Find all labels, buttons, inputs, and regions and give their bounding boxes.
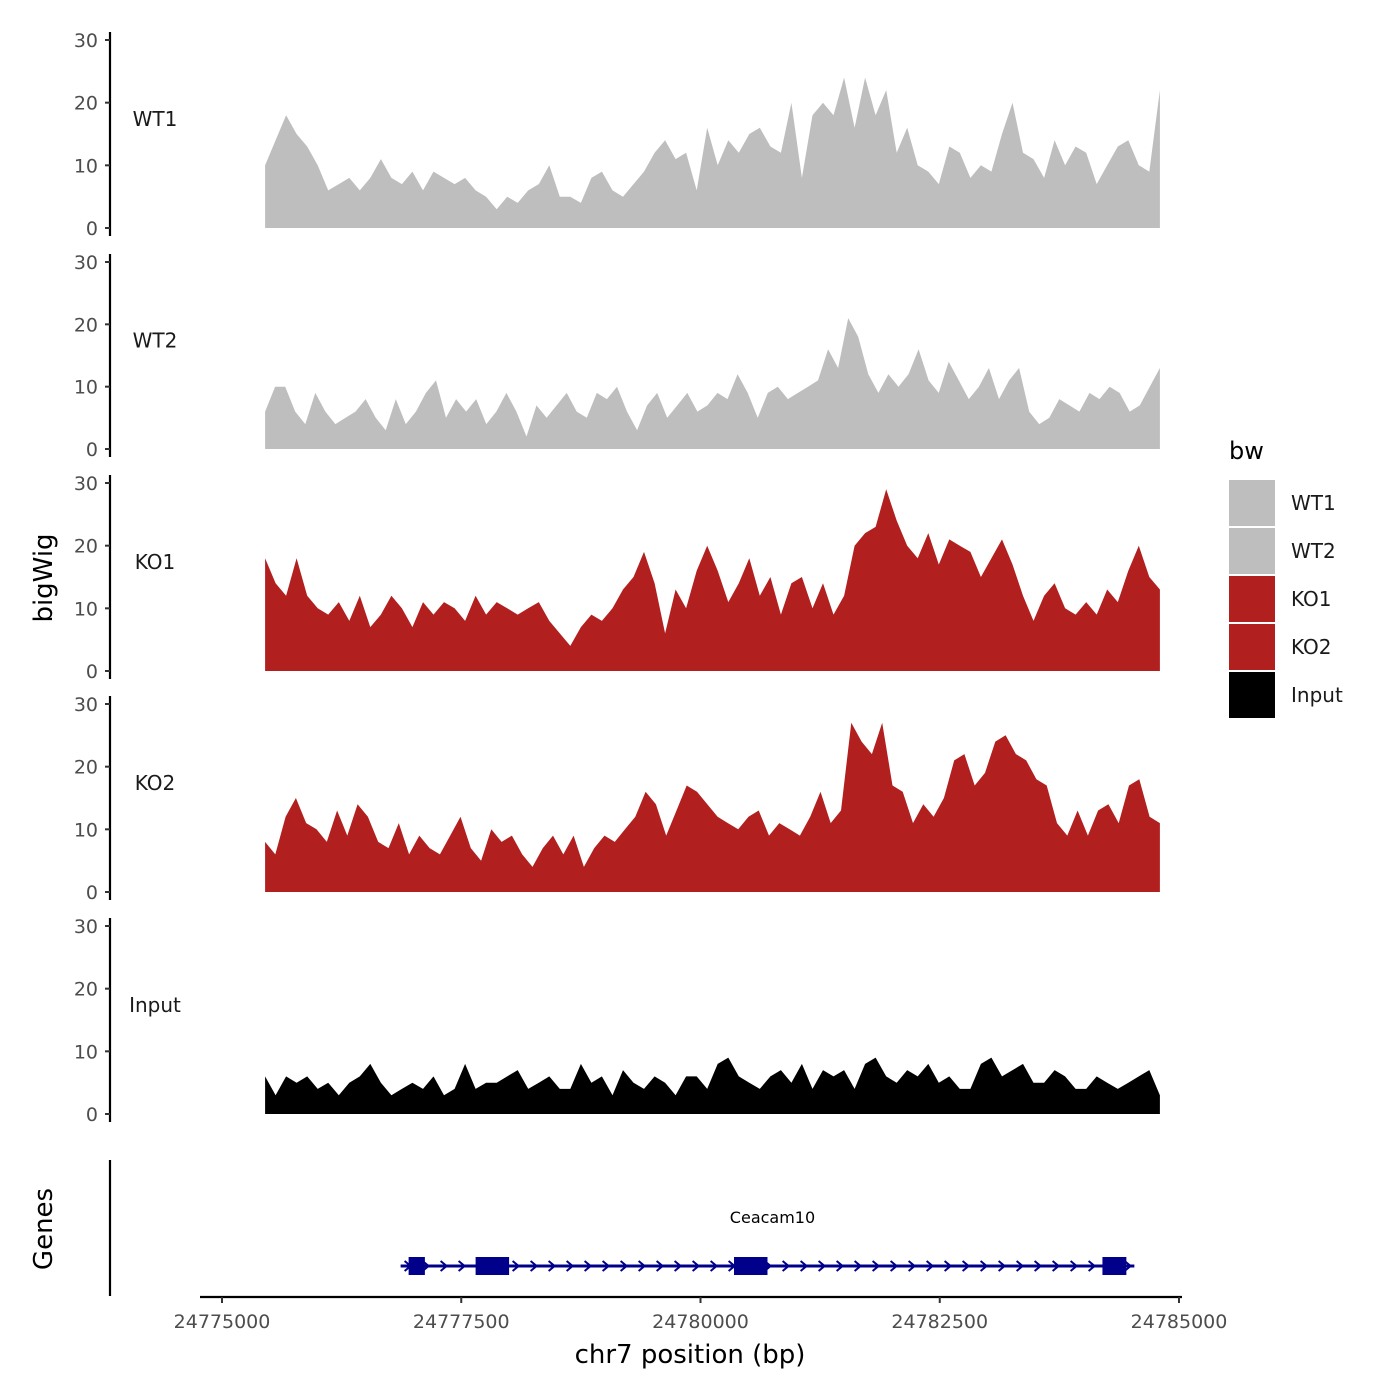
x-axis: 24775000 24777500 24780000 24782500 24785000 — [174, 1295, 1228, 1333]
legend-label-input: Input — [1291, 683, 1343, 707]
x-axis-title: chr7 position (bp) — [575, 1340, 806, 1370]
y-tick-label: 30 — [74, 694, 98, 716]
legend-label-wt1: WT1 — [1291, 491, 1336, 515]
strand-arrow — [1051, 1260, 1061, 1272]
track-label: WT1 — [133, 107, 178, 131]
area-wt1 — [265, 77, 1160, 228]
strand-arrow — [961, 1260, 971, 1272]
gene-exon — [733, 1257, 768, 1275]
gene-exon — [475, 1257, 510, 1275]
strand-arrow — [457, 1260, 467, 1272]
x-tick-label: 24777500 — [413, 1311, 510, 1333]
legend-key-ko1 — [1229, 576, 1275, 622]
legend-key-wt2 — [1229, 528, 1275, 574]
legend-label-wt2: WT2 — [1291, 539, 1336, 563]
legend-key-wt1 — [1229, 480, 1275, 526]
area-input — [265, 1057, 1160, 1114]
y-axis-title: bigWig — [29, 533, 59, 622]
track-ko2: 0 10 20 30 KO2 — [74, 694, 1160, 904]
track-label: WT2 — [133, 329, 178, 353]
strand-arrow — [637, 1260, 647, 1272]
strand-arrow — [1033, 1260, 1043, 1272]
track-wt2: 0 10 20 30 WT2 — [74, 252, 1160, 461]
legend: bw WT1 WT2 KO1 KO2 Input — [1229, 437, 1343, 718]
legend-key-input — [1229, 672, 1275, 718]
y-tick-label: 0 — [86, 439, 98, 461]
gene-exon — [408, 1257, 425, 1275]
y-tick-label: 20 — [74, 314, 98, 336]
y-tick-label: 20 — [74, 536, 98, 558]
track-label: KO1 — [135, 550, 176, 574]
y-tick-label: 30 — [74, 473, 98, 495]
legend-key-ko2 — [1229, 624, 1275, 670]
x-tick-label: 24785000 — [1131, 1311, 1228, 1333]
strand-arrow — [565, 1260, 575, 1272]
strand-arrow — [547, 1260, 557, 1272]
y-tick-label: 10 — [74, 1041, 98, 1063]
strand-arrow — [889, 1260, 899, 1272]
y-tick-label: 10 — [74, 155, 98, 177]
y-tick-label: 20 — [74, 979, 98, 1001]
y-tick-label: 30 — [74, 30, 98, 52]
strand-arrow — [817, 1260, 827, 1272]
strand-arrow — [997, 1260, 1007, 1272]
bigwig-tracks: 0 10 20 30 WT1 0 10 20 30 WT2 0 10 20 30 KO1 0 10 20 30 KO2… — [74, 30, 1160, 1126]
strand-arrow — [619, 1260, 629, 1272]
legend-label-ko2: KO2 — [1291, 635, 1332, 659]
strand-arrow — [871, 1260, 881, 1272]
strand-arrow — [1123, 1260, 1133, 1272]
strand-arrow — [1069, 1260, 1079, 1272]
track-wt1: 0 10 20 30 WT1 — [74, 30, 1160, 240]
gene-panel: Ceacam10 — [108, 1160, 1135, 1296]
y-tick-label: 10 — [74, 377, 98, 399]
strand-arrow — [1087, 1260, 1097, 1272]
strand-arrow — [943, 1260, 953, 1272]
strand-arrow — [853, 1260, 863, 1272]
y-tick-label: 0 — [86, 218, 98, 240]
strand-arrow — [511, 1260, 521, 1272]
track-label: Input — [129, 993, 181, 1017]
area-ko2 — [265, 722, 1160, 892]
y-tick-label: 20 — [74, 93, 98, 115]
strand-arrow — [979, 1260, 989, 1272]
strand-arrow — [655, 1260, 665, 1272]
y-tick-label: 30 — [74, 252, 98, 274]
strand-arrow — [439, 1260, 449, 1272]
y-tick-label: 0 — [86, 1104, 98, 1126]
area-ko1 — [265, 489, 1160, 671]
strand-arrow — [799, 1260, 809, 1272]
y-tick-label: 10 — [74, 598, 98, 620]
y-tick-label: 20 — [74, 757, 98, 779]
y-tick-label: 30 — [74, 916, 98, 938]
y-tick-label: 0 — [86, 661, 98, 683]
y-tick-label: 0 — [86, 882, 98, 904]
strand-arrow — [925, 1260, 935, 1272]
x-tick-label: 24780000 — [652, 1311, 749, 1333]
strand-arrow — [673, 1260, 683, 1272]
gene-exon — [1102, 1257, 1127, 1275]
strand-arrow — [601, 1260, 611, 1272]
strand-arrow — [691, 1260, 701, 1272]
legend-label-ko1: KO1 — [1291, 587, 1332, 611]
area-wt2 — [265, 318, 1160, 449]
strand-arrow — [907, 1260, 917, 1272]
legend-title: bw — [1229, 437, 1264, 465]
track-input: 0 10 20 30 Input — [74, 916, 1160, 1126]
strand-arrow — [1015, 1260, 1025, 1272]
strand-arrow — [709, 1260, 719, 1272]
y-tick-label: 10 — [74, 819, 98, 841]
strand-arrow — [583, 1260, 593, 1272]
x-tick-label: 24775000 — [174, 1311, 271, 1333]
strand-arrow — [781, 1260, 791, 1272]
strand-arrow — [529, 1260, 539, 1272]
track-label: KO2 — [135, 771, 176, 795]
genes-axis-title: Genes — [29, 1188, 59, 1270]
strand-arrow — [835, 1260, 845, 1272]
track-ko1: 0 10 20 30 KO1 — [74, 473, 1160, 683]
gene-label: Ceacam10 — [730, 1208, 815, 1227]
x-tick-label: 24782500 — [891, 1311, 988, 1333]
